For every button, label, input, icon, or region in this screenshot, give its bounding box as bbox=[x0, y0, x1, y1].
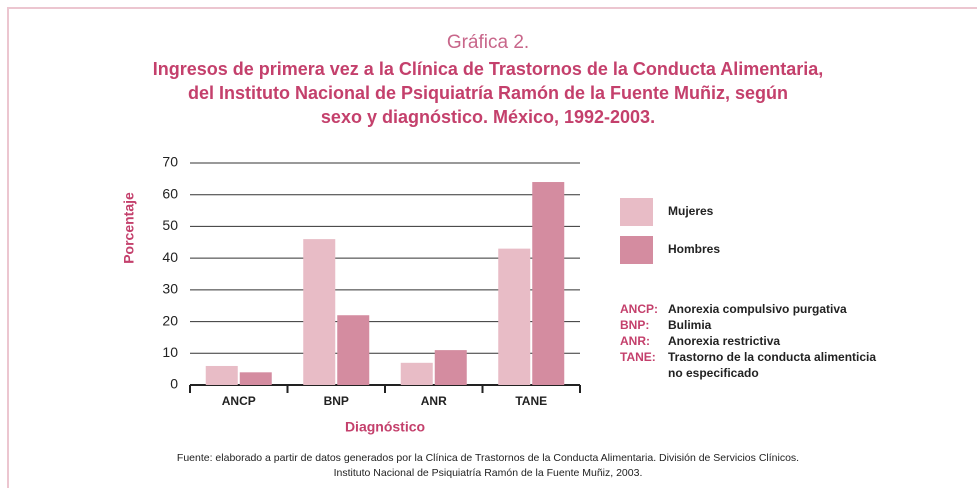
legend-label: Mujeres bbox=[668, 204, 714, 218]
bar bbox=[434, 350, 467, 385]
abbreviation-label: Anorexia compulsivo purgativa bbox=[668, 302, 847, 316]
frame bbox=[7, 7, 977, 488]
x-axis-label: Diagnóstico bbox=[345, 419, 425, 435]
y-tick-label: 40 bbox=[162, 249, 178, 265]
source-note: Fuente: elaborado a partir de datos gene… bbox=[177, 452, 799, 464]
abbreviation-label: no especificado bbox=[668, 366, 759, 380]
abbreviation-label: Anorexia restrictiva bbox=[668, 334, 780, 348]
abbreviation-code: ANR: bbox=[620, 334, 650, 348]
abbreviation-code: BNP: bbox=[620, 318, 649, 332]
legend-swatch bbox=[620, 198, 653, 226]
abbreviation-code: TANE: bbox=[620, 350, 656, 364]
chart-title: Ingresos de primera vez a la Clínica de … bbox=[153, 59, 824, 79]
chart-title: sexo y diagnóstico. México, 1992-2003. bbox=[321, 107, 655, 127]
y-tick-label: 70 bbox=[162, 154, 178, 170]
y-tick-label: 30 bbox=[162, 281, 178, 297]
x-tick-label: TANE bbox=[515, 394, 547, 408]
legend-label: Hombres bbox=[668, 242, 720, 256]
abbreviation-label: Trastorno de la conducta alimenticia bbox=[668, 350, 876, 364]
bar bbox=[303, 239, 336, 385]
source-note: Instituto Nacional de Psiquiatría Ramón … bbox=[334, 467, 643, 479]
y-tick-label: 20 bbox=[162, 312, 178, 328]
legend-swatch bbox=[620, 236, 653, 264]
abbreviation-code: ANCP: bbox=[620, 302, 658, 316]
y-tick-label: 60 bbox=[162, 185, 178, 201]
y-tick-label: 10 bbox=[162, 344, 178, 360]
abbreviation-label: Bulimia bbox=[668, 318, 712, 332]
x-tick-label: ANR bbox=[421, 394, 447, 408]
bar bbox=[337, 315, 370, 385]
bar bbox=[498, 248, 531, 385]
x-tick-label: ANCP bbox=[222, 394, 256, 408]
y-tick-label: 0 bbox=[170, 376, 178, 392]
chart-heading: Gráfica 2. bbox=[447, 32, 529, 53]
chart-title: del Instituto Nacional de Psiquiatría Ra… bbox=[188, 83, 788, 103]
bar bbox=[239, 372, 272, 385]
y-tick-label: 50 bbox=[162, 217, 178, 233]
bar bbox=[205, 365, 238, 385]
x-tick-label: BNP bbox=[324, 394, 349, 408]
bar bbox=[400, 362, 433, 385]
y-axis-label: Porcentaje bbox=[121, 192, 137, 264]
bar bbox=[532, 182, 565, 385]
